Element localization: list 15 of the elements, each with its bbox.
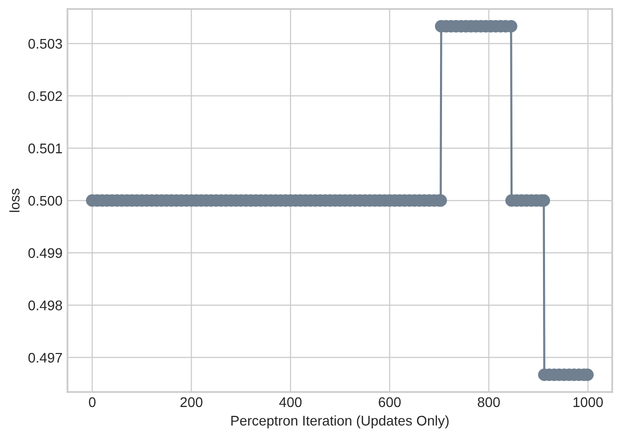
x-tick-label: 600 [378, 397, 401, 408]
y-tick-label: 0.501 [28, 144, 62, 154]
y-tick-label: 0.503 [28, 38, 62, 49]
x-tick-label: 400 [279, 397, 302, 408]
x-tick-label: 200 [180, 397, 202, 408]
x-tick-label: 800 [478, 397, 500, 408]
x-tick-label: 1000 [574, 397, 603, 408]
y-tick-label: 0.497 [28, 352, 62, 363]
y-tick-label: 0.499 [28, 248, 62, 258]
x-axis-title: Perceptron Iteration (Updates Only) [231, 415, 449, 428]
x-tick-label: 0 [88, 397, 96, 408]
y-tick-label: 0.502 [28, 91, 62, 102]
y-axis-title: loss [9, 188, 20, 212]
y-tick-label: 0.498 [28, 300, 62, 310]
y-tick-label: 0.500 [28, 196, 62, 206]
